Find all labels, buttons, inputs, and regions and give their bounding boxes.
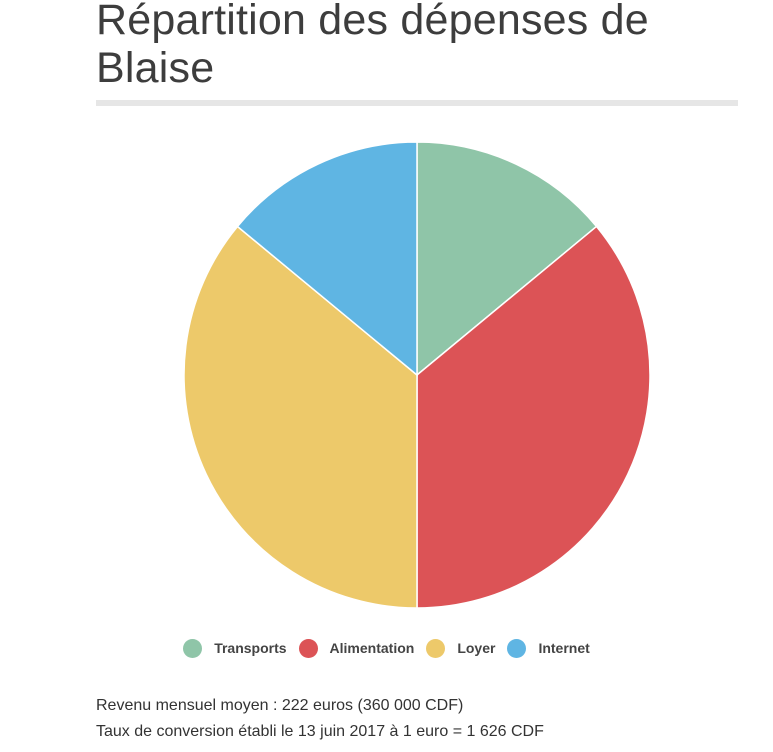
legend-swatch <box>507 638 527 658</box>
income-note: Revenu mensuel moyen : 222 euros (360 00… <box>96 697 464 714</box>
legend-label: Internet <box>538 640 590 656</box>
legend-swatch <box>298 638 318 658</box>
legend-swatch <box>183 638 203 658</box>
pie-slice-alimentation[interactable] <box>416 225 651 609</box>
legend-label: Loyer <box>457 640 496 656</box>
legend-label: Alimentation <box>329 640 415 656</box>
title-divider <box>96 100 738 106</box>
chart-title: Répartition des dépenses de Blaise <box>96 0 649 92</box>
legend-swatch <box>426 638 446 658</box>
conversion-note: Taux de conversion établi le 13 juin 201… <box>96 723 544 740</box>
pie-slice-loyer[interactable] <box>183 225 418 609</box>
legend-item-transports[interactable]: Transports <box>183 638 287 658</box>
chart-legend: Transports Alimentation Loyer Internet <box>0 636 773 660</box>
legend-label: Transports <box>214 640 287 656</box>
legend-item-alimentation[interactable]: Alimentation <box>298 638 415 658</box>
pie-slice-transports[interactable] <box>416 141 598 377</box>
pie-chart <box>183 141 651 609</box>
legend-item-internet[interactable]: Internet <box>507 638 590 658</box>
pie-slice-internet[interactable] <box>236 141 418 377</box>
legend-item-loyer[interactable]: Loyer <box>426 638 496 658</box>
